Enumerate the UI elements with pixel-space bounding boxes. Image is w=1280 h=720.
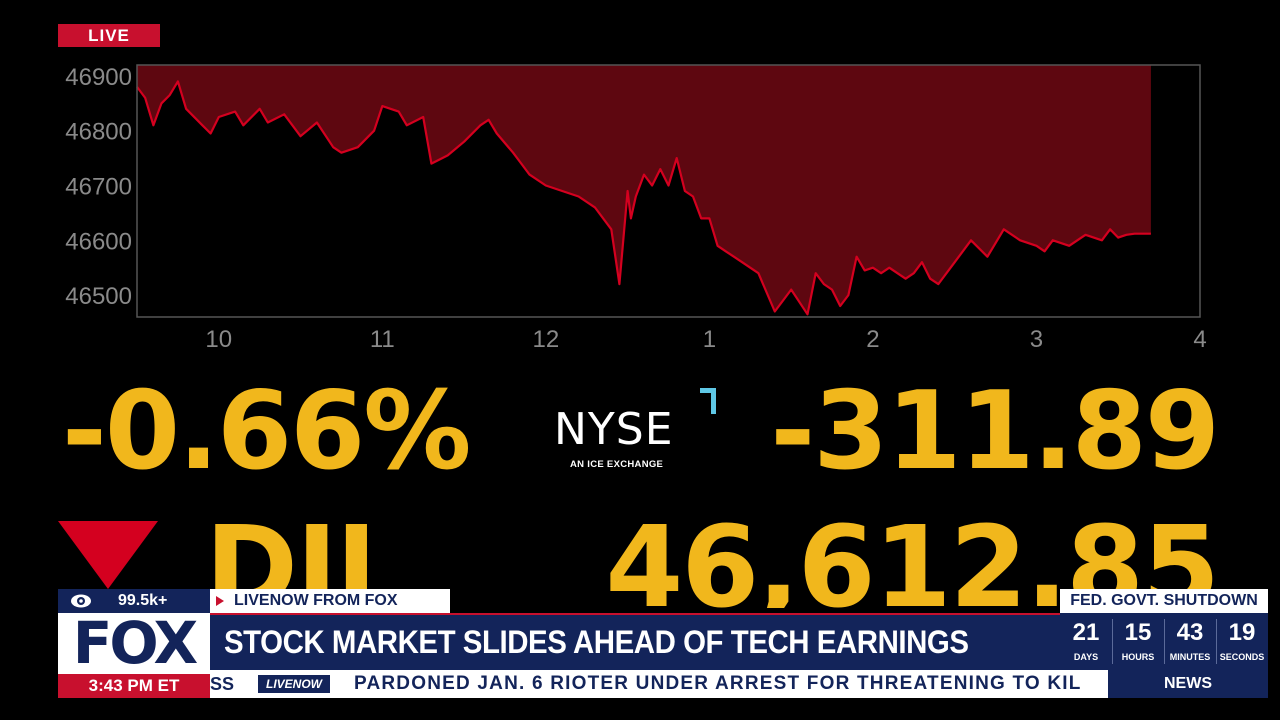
countdown-hours-value: 15 xyxy=(1124,619,1152,646)
viewer-count: 99.5k+ xyxy=(58,589,210,613)
countdown-seconds-label: SECONDS xyxy=(1219,652,1265,662)
down-arrow-icon xyxy=(58,521,158,589)
countdown-minutes-label: MINUTES xyxy=(1169,652,1211,662)
countdown-seconds: 19 SECONDS xyxy=(1216,613,1268,670)
x-tick-label: 2 xyxy=(866,326,879,353)
nyse-subtitle: AN ICE EXCHANGE xyxy=(570,459,664,470)
play-arrow-icon xyxy=(216,596,224,606)
news-ticker: SS LIVENOW PARDONED JAN. 6 RIOTER UNDER … xyxy=(210,670,1108,698)
y-tick-label: 46600 xyxy=(65,228,132,255)
source-text: LIVENOW FROM FOX xyxy=(234,592,398,609)
live-badge: LIVE xyxy=(58,24,160,47)
y-tick-label: 46900 xyxy=(65,64,132,91)
ticker-fragment: SS xyxy=(210,674,235,694)
x-tick-label: 10 xyxy=(205,326,232,353)
source-label: LIVENOW FROM FOX xyxy=(210,589,450,613)
divider xyxy=(1164,619,1165,664)
y-tick-label: 46800 xyxy=(65,119,132,146)
news-tab: NEWS xyxy=(1108,670,1268,698)
countdown-days: 21 DAYS xyxy=(1060,613,1112,670)
x-tick-label: 1 xyxy=(703,326,716,353)
divider xyxy=(1112,619,1113,664)
x-tick-label: 3 xyxy=(1030,326,1043,353)
x-tick-label: 12 xyxy=(532,326,559,353)
headline: STOCK MARKET SLIDES AHEAD OF TECH EARNIN… xyxy=(224,624,969,660)
countdown-days-value: 21 xyxy=(1072,619,1100,646)
chart-area-fill xyxy=(137,65,1151,315)
headline-bar: STOCK MARKET SLIDES AHEAD OF TECH EARNIN… xyxy=(210,613,1060,670)
points-change: -311.89 xyxy=(770,369,1220,494)
countdown-hours: 15 HOURS xyxy=(1112,613,1164,670)
nyse-logo: NYSE AN ICE EXCHANGE xyxy=(548,384,738,474)
x-tick-label: 4 xyxy=(1193,326,1206,353)
chart-frame xyxy=(136,64,1201,318)
y-tick-label: 46700 xyxy=(65,174,132,201)
countdown-days-label: DAYS xyxy=(1073,652,1099,662)
nyse-wordmark: NYSE xyxy=(554,404,674,455)
countdown-title: FED. GOVT. SHUTDOWN xyxy=(1060,589,1268,613)
countdown-minutes-value: 43 xyxy=(1176,619,1204,646)
percent-change: -0.66% xyxy=(62,369,472,494)
divider xyxy=(1216,619,1217,664)
nyse-corner-mark xyxy=(700,388,716,414)
countdown-hours-label: HOURS xyxy=(1121,652,1155,662)
shutdown-countdown: 21 DAYS 15 HOURS 43 MINUTES 19 SECONDS xyxy=(1060,613,1268,670)
ticker-text: PARDONED JAN. 6 RIOTER UNDER ARREST FOR … xyxy=(354,673,1082,694)
viewer-count-value: 99.5k+ xyxy=(118,592,168,609)
x-tick-label: 11 xyxy=(370,326,395,353)
livenow-logo: LIVENOW xyxy=(258,675,330,693)
eye-icon xyxy=(71,594,91,608)
countdown-seconds-value: 19 xyxy=(1228,619,1256,646)
countdown-minutes: 43 MINUTES xyxy=(1164,613,1216,670)
fox-logo: FOX xyxy=(58,613,210,674)
chart-line xyxy=(136,80,1151,316)
y-tick-label: 46500 xyxy=(65,283,132,310)
clock: 3:43 PM ET xyxy=(58,674,210,698)
